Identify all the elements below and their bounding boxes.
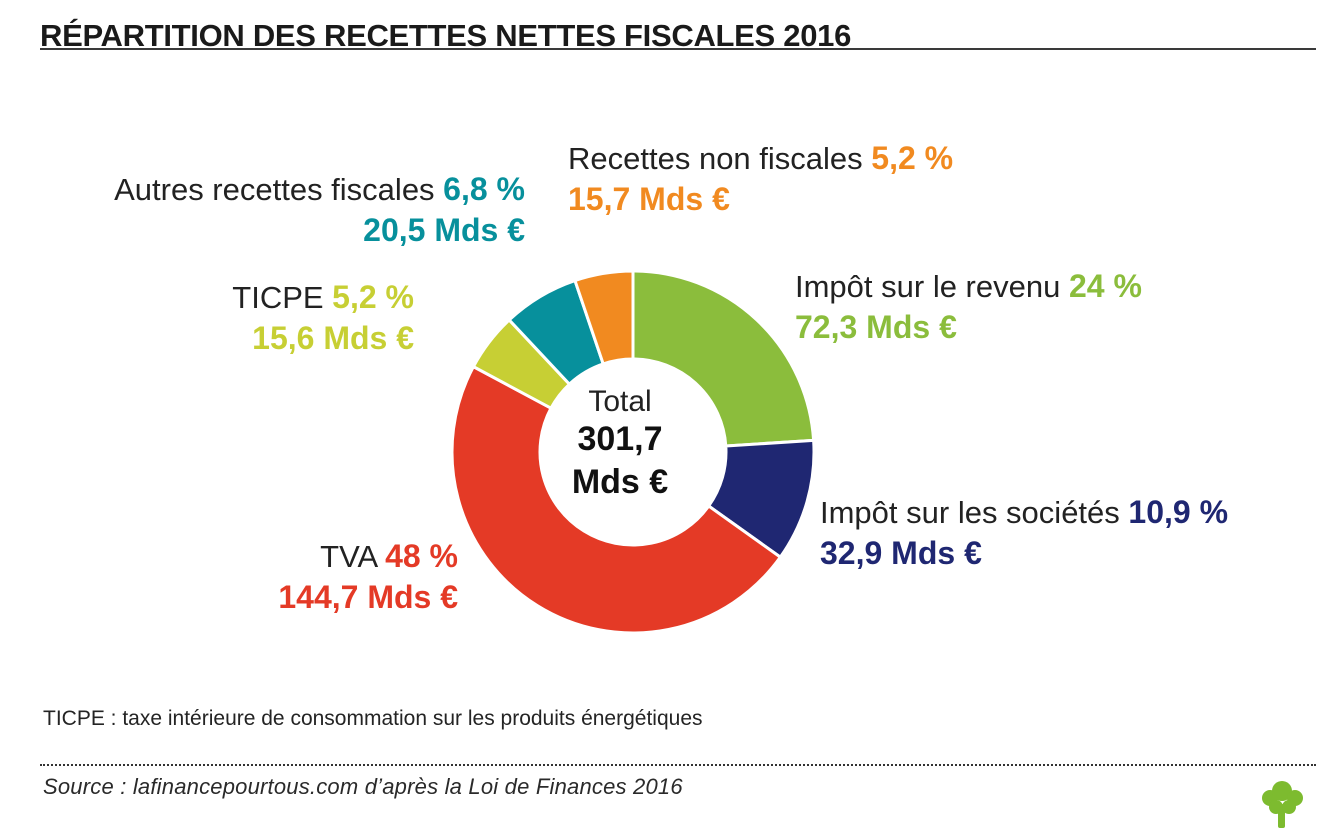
slice-percent-0: 24 % — [1069, 268, 1142, 304]
slice-amount-2: 144,7 Mds € — [278, 579, 458, 615]
slice-percent-3: 5,2 % — [332, 279, 414, 315]
slice-amount-3: 15,6 Mds € — [252, 320, 414, 356]
slice-percent-4: 6,8 % — [443, 171, 525, 207]
slice-amount-5: 15,7 Mds € — [568, 181, 730, 217]
center-value-line-2: Mds € — [572, 463, 668, 501]
slice-label-2: TVA 48 % 144,7 Mds € — [278, 538, 458, 615]
slice-percent-2: 48 % — [385, 538, 458, 574]
title-divider — [40, 48, 1316, 50]
slice-name-1: Impôt sur les sociétés — [820, 495, 1128, 530]
slice-label-1: Impôt sur les sociétés 10,9 % 32,9 Mds € — [820, 494, 1228, 571]
tree-icon — [1262, 781, 1303, 828]
slice-percent-5: 5,2 % — [871, 140, 953, 176]
slice-amount-0: 72,3 Mds € — [795, 309, 957, 345]
center-value-line-1: 301,7 — [577, 420, 662, 458]
slice-label-5: Recettes non fiscales 5,2 % 15,7 Mds € — [568, 140, 953, 217]
slice-label-3: TICPE 5,2 % 15,6 Mds € — [232, 279, 414, 356]
slice-name-2: TVA — [320, 539, 385, 574]
slice-name-3: TICPE — [232, 280, 332, 315]
donut-slice-2 — [450, 364, 783, 635]
slice-amount-4: 20,5 Mds € — [363, 212, 525, 248]
footnote: TICPE : taxe intérieure de consommation … — [43, 707, 703, 730]
slice-label-line-1: Impôt sur les sociétés 10,9 % — [820, 494, 1228, 530]
slice-label-4: Autres recettes fiscales 6,8 % 20,5 Mds € — [114, 171, 525, 248]
slice-label-line-0: Impôt sur le revenu 24 % — [795, 268, 1142, 304]
source-divider — [40, 764, 1316, 766]
slice-label-0: Impôt sur le revenu 24 % 72,3 Mds € — [795, 268, 1142, 345]
slice-amount-1: 32,9 Mds € — [820, 535, 982, 571]
slice-name-5: Recettes non fiscales — [568, 141, 871, 176]
slice-label-line-3: TICPE 5,2 % — [232, 279, 414, 315]
slice-labels: Impôt sur le revenu 24 %72,3 Mds €Impôt … — [114, 140, 1228, 615]
slice-percent-1: 10,9 % — [1128, 494, 1228, 530]
donut-hole — [540, 359, 726, 545]
slice-label-line-5: Recettes non fiscales 5,2 % — [568, 140, 953, 176]
slice-label-line-4: Autres recettes fiscales 6,8 % — [114, 171, 525, 207]
chart-title: RÉPARTITION DES RECETTES NETTES FISCALES… — [40, 18, 852, 53]
slice-name-0: Impôt sur le revenu — [795, 269, 1069, 304]
slice-label-line-2: TVA 48 % — [320, 538, 458, 574]
slice-name-4: Autres recettes fiscales — [114, 172, 443, 207]
source-text: Source : lafinancepourtous.com d’après l… — [43, 774, 683, 799]
center-label: Total — [588, 385, 651, 418]
